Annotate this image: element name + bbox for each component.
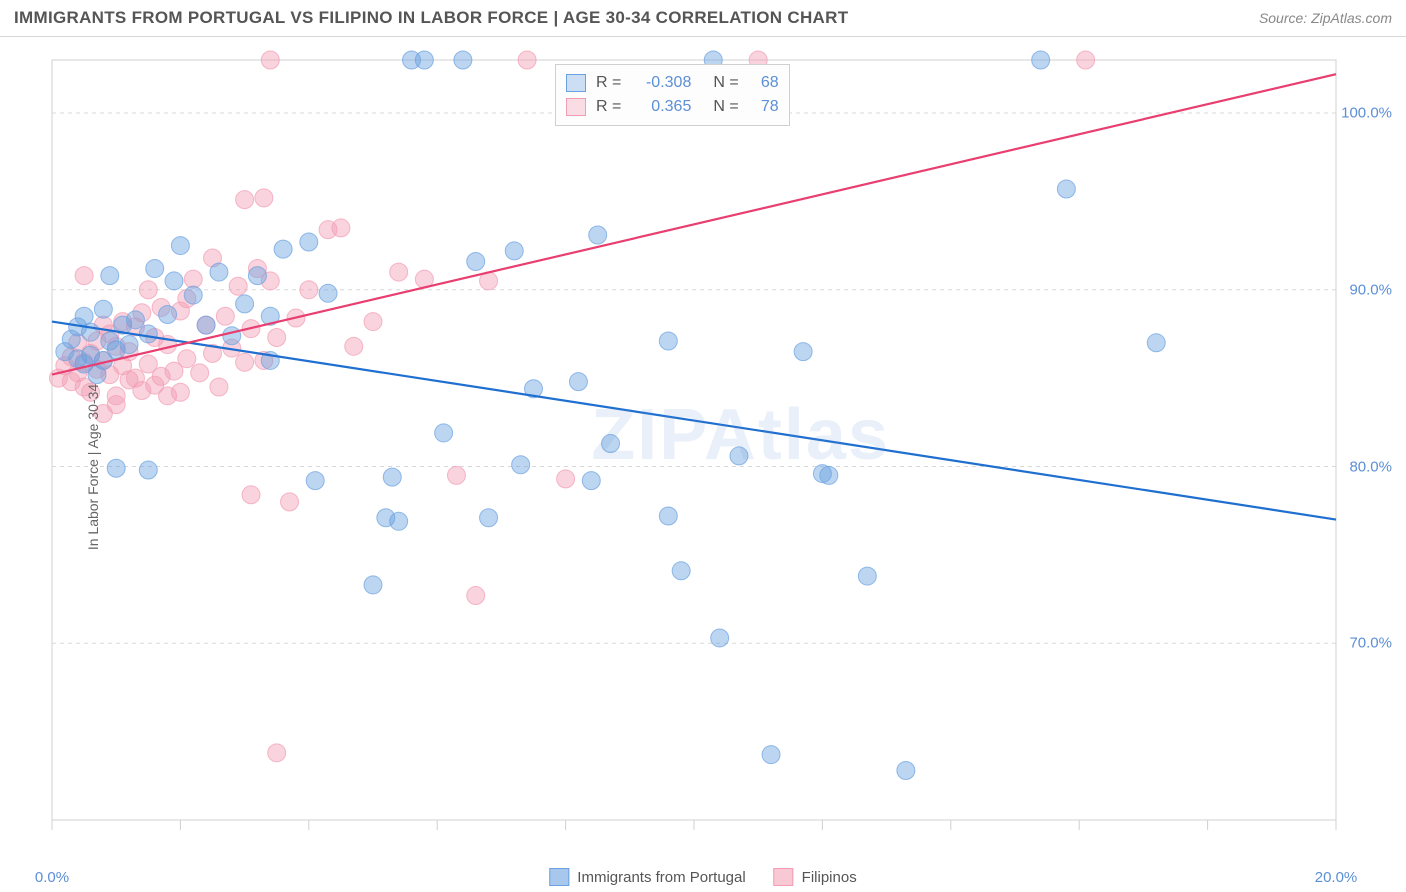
legend-label: Immigrants from Portugal <box>577 869 745 886</box>
chart-area: In Labor Force | Age 30-34 70.0% 80.0% 90.… <box>0 42 1406 892</box>
stat-r-label: R = <box>596 71 621 95</box>
stats-row: R = -0.308 N = 68 <box>566 71 779 95</box>
legend-item: Immigrants from Portugal <box>549 868 745 886</box>
y-tick-label: 80.0% <box>1349 458 1392 475</box>
y-tick-label: 70.0% <box>1349 635 1392 652</box>
legend-swatch <box>774 868 794 886</box>
correlation-stats-box: R = -0.308 N = 68 R = 0.365 N = 78 <box>555 64 790 126</box>
legend-label: Filipinos <box>802 869 857 886</box>
stat-n-value: 78 <box>749 95 779 119</box>
source-attribution: Source: ZipAtlas.com <box>1259 10 1392 26</box>
legend-swatch <box>549 868 569 886</box>
scatter-plot-svg <box>0 42 1406 892</box>
stats-row: R = 0.365 N = 78 <box>566 95 779 119</box>
chart-header: IMMIGRANTS FROM PORTUGAL VS FILIPINO IN … <box>0 0 1406 37</box>
series-swatch <box>566 98 586 116</box>
stat-r-label: R = <box>596 95 621 119</box>
stat-r-value: 0.365 <box>631 95 691 119</box>
y-tick-label: 90.0% <box>1349 281 1392 298</box>
stat-r-value: -0.308 <box>631 71 691 95</box>
y-tick-label: 100.0% <box>1341 105 1392 122</box>
x-tick-label: 0.0% <box>35 869 69 886</box>
stat-n-label: N = <box>713 71 738 95</box>
stat-n-label: N = <box>713 95 738 119</box>
x-tick-label: 20.0% <box>1315 869 1358 886</box>
legend: Immigrants from Portugal Filipinos <box>549 868 856 886</box>
y-axis-label: In Labor Force | Age 30-34 <box>85 384 101 550</box>
series-swatch <box>566 74 586 92</box>
stat-n-value: 68 <box>749 71 779 95</box>
legend-item: Filipinos <box>774 868 857 886</box>
chart-title: IMMIGRANTS FROM PORTUGAL VS FILIPINO IN … <box>14 8 848 28</box>
